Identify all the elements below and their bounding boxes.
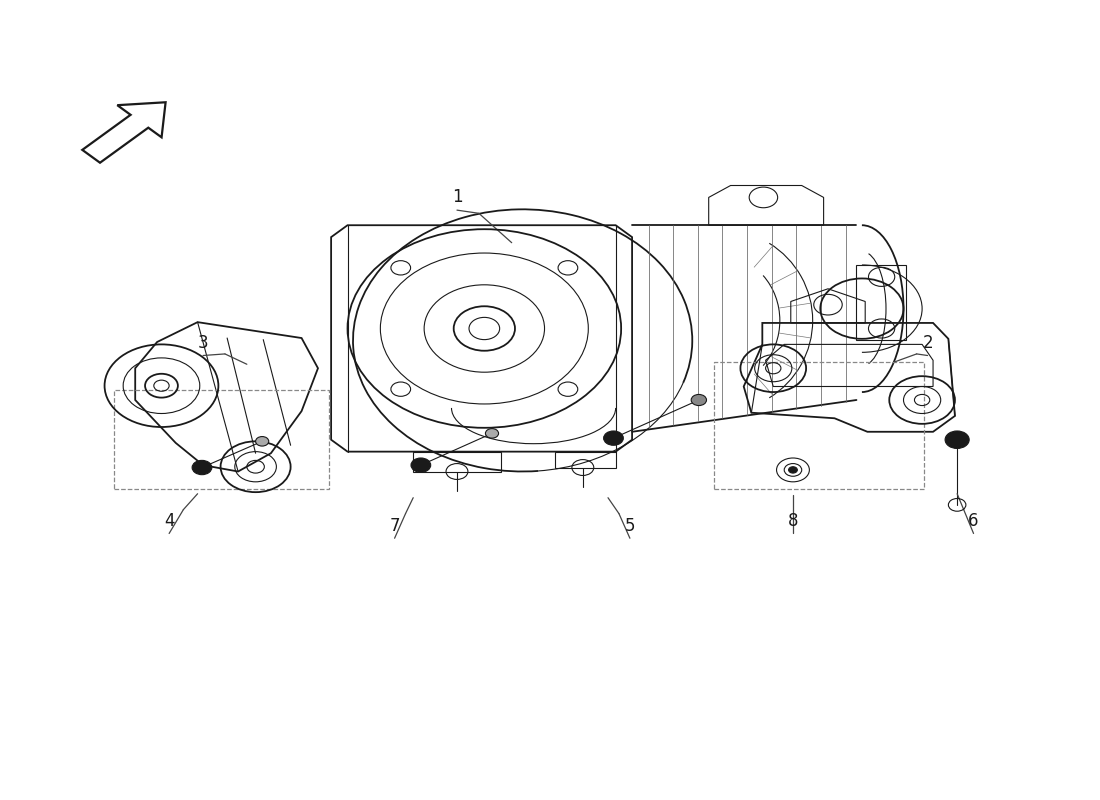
Circle shape bbox=[604, 431, 624, 446]
Circle shape bbox=[411, 458, 431, 472]
Circle shape bbox=[255, 437, 268, 446]
Text: 4: 4 bbox=[164, 512, 175, 530]
Text: 3: 3 bbox=[198, 334, 208, 352]
Circle shape bbox=[192, 460, 212, 474]
Text: 6: 6 bbox=[968, 512, 979, 530]
Circle shape bbox=[945, 431, 969, 449]
Text: 7: 7 bbox=[389, 517, 399, 534]
Text: 2: 2 bbox=[922, 334, 933, 352]
Circle shape bbox=[691, 394, 706, 406]
Circle shape bbox=[485, 429, 498, 438]
Text: 1: 1 bbox=[452, 189, 462, 206]
Text: 8: 8 bbox=[788, 512, 799, 530]
Text: 5: 5 bbox=[625, 517, 635, 534]
Circle shape bbox=[789, 466, 797, 473]
